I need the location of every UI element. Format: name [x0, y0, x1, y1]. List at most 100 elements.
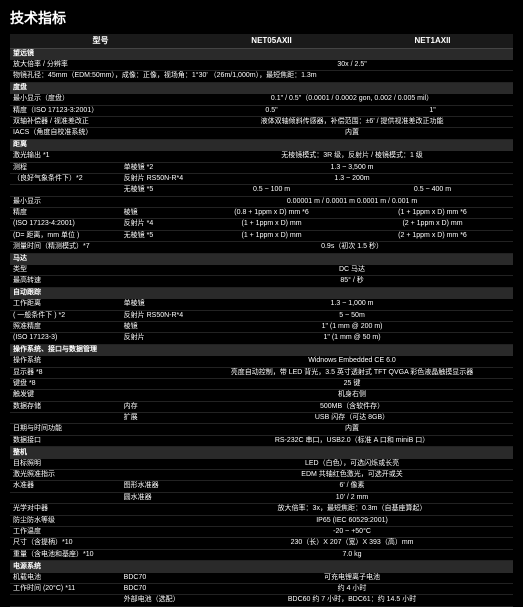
table-row: 物镜孔径：45mm（EDM:50mm），成像：正像，视场角：1°30' （26m… [10, 71, 513, 82]
row-value: EDM 共轴红色激光，可选开或关 [191, 470, 513, 481]
table-row: 双轴补偿器 / 视准差改正 液体双轴倾斜传感器，补偿范围：±6' / 提供视准差改… [10, 116, 513, 127]
row-label: 放大倍率 / 分辨率 [10, 60, 121, 71]
row-value: 25 键 [191, 378, 513, 389]
row-label: 精度（ISO 17123-3:2001） [10, 105, 121, 116]
table-row: 最小显示（度盘）0.1" / 0.5"（0.0001 / 0.0002 gon,… [10, 94, 513, 105]
row-label: 重量（含电池和基座）*10 [10, 549, 121, 560]
row-value: 亮度自动控制，带 LED 背光，3.5 英寸透射式 TFT QVGA 彩色液晶触… [191, 367, 513, 378]
row-label: 双轴补偿器 / 视准差改正 [10, 116, 121, 127]
row-value-a: (0.8 + 1ppm x D) mm *6 [191, 208, 352, 219]
row-value: 液体双轴倾斜传感器，补偿范围：±6' / 提供视准差改正功能 [191, 116, 513, 127]
row-sublabel [121, 265, 191, 276]
row-sublabel: 外部电池（选配） [121, 595, 191, 606]
row-label: 最高转速 [10, 276, 121, 287]
row-sublabel [121, 549, 191, 560]
row-sublabel: 反射片 RS50N-R*4 [121, 173, 191, 184]
section-label: 马达 [10, 253, 513, 265]
model-header-row: 型号NET05AXIINET1AXII [10, 34, 513, 48]
row-value: RS-232C 串口，USB2.0（标准 A 口和 miniB 口） [191, 435, 513, 446]
row-sublabel: 图形水准器 [121, 481, 191, 492]
table-row: 显示器 *8亮度自动控制，带 LED 背光，3.5 英寸透射式 TFT QVGA… [10, 367, 513, 378]
table-row: 放大倍率 / 分辨率 30x / 2.5" [10, 60, 513, 71]
row-label: 精度 [10, 208, 121, 219]
table-row: 激光照准指示EDM 共轴红色激光，可选开或关 [10, 470, 513, 481]
section-header: 度盘 [10, 82, 513, 94]
row-value-b: 1" [352, 105, 513, 116]
table-row: 测程单棱镜 *21.3 ~ 3,500 m [10, 162, 513, 173]
table-row: 工作温度 -20 ~ +50°C [10, 527, 513, 538]
row-sublabel [121, 276, 191, 287]
row-value-a: 0.5" [191, 105, 352, 116]
row-value: 1" (1 mm @ 200 m) [191, 321, 513, 332]
row-sublabel [121, 527, 191, 538]
row-sublabel: 内存 [121, 401, 191, 412]
row-value: 1.3 ~ 200m [191, 173, 513, 184]
row-sublabel: 扩展 [121, 413, 191, 424]
row-label: 水准器 [10, 481, 121, 492]
table-row: 测量时间（精测模式）*70.9s（初次 1.5 秒） [10, 242, 513, 253]
row-label: 机载电池 [10, 573, 121, 584]
table-row: 照准精度棱镜1" (1 mm @ 200 m) [10, 321, 513, 332]
section-header: 距离 [10, 139, 513, 151]
row-label: ( 一般条件下 ) *2 [10, 310, 121, 321]
row-sublabel [121, 151, 191, 162]
row-sublabel [121, 94, 191, 105]
row-value: 7.0 kg [191, 549, 513, 560]
row-sublabel [121, 60, 191, 71]
row-label [10, 595, 121, 606]
row-sublabel [121, 435, 191, 446]
section-header: 电源系统 [10, 561, 513, 573]
row-label: (ISO 17123-3) [10, 333, 121, 344]
row-sublabel: 反射片 RS50N-R*4 [121, 310, 191, 321]
table-row: 外部电池（选配）BDC60 约 7 小时，BDC61：约 14.5 小时 [10, 595, 513, 606]
table-row: （良好气象条件下）*2反射片 RS50N-R*41.3 ~ 200m [10, 173, 513, 184]
row-value-a: (1 + 1ppm x D) mm [191, 219, 352, 230]
page-title: 技术指标 [10, 8, 513, 28]
section-header: 操作系统、接口与数据管理 [10, 344, 513, 356]
row-value: Widnows Embedded CE 6.0 [191, 356, 513, 367]
section-header: 自动跟踪 [10, 287, 513, 299]
row-sublabel [121, 504, 191, 515]
table-row: 操作系统Widnows Embedded CE 6.0 [10, 356, 513, 367]
row-value-a: 0.5 ~ 100 m [191, 185, 352, 196]
row-sublabel [121, 116, 191, 127]
section-header: 望远镜 [10, 48, 513, 60]
row-value: 内置 [191, 128, 513, 139]
row-value: 放大倍率：3x，最短焦距：0.3m（自基座算起） [191, 504, 513, 515]
table-row: 最小显示0.00001 m / 0.0001 m 0.0001 m / 0.00… [10, 196, 513, 207]
table-row: (ISO 17123-3)反射片1" (1 mm @ 50 m) [10, 333, 513, 344]
table-row: 精度（ISO 17123-3:2001） 0.5"1" [10, 105, 513, 116]
row-sublabel: 无棱镜 *5 [121, 230, 191, 241]
row-label: 测量时间（精测模式）*7 [10, 242, 121, 253]
model-b: NET1AXII [352, 34, 513, 48]
table-row: 机载电池BDC70可充电锂离子电池 [10, 573, 513, 584]
section-header: 整机 [10, 447, 513, 459]
table-row: 无棱镜 *50.5 ~ 100 m0.5 ~ 400 m [10, 185, 513, 196]
row-sublabel: BDC70 [121, 583, 191, 594]
section-label: 整机 [10, 447, 513, 459]
row-value: IP65 (IEC 60529:2001) [191, 515, 513, 526]
row-label: （良好气象条件下）*2 [10, 173, 121, 184]
table-row: 工作距离单棱镜1.3 ~ 1,000 m [10, 299, 513, 310]
row-label: 触发键 [10, 390, 121, 401]
row-sublabel [121, 128, 191, 139]
table-row: IACS（角度自校准系统）内置 [10, 128, 513, 139]
row-value: 10' / 2 mm [191, 492, 513, 503]
table-row: 水准器图形水准器6' / 像素 [10, 481, 513, 492]
table-row: 数据存储内存500MB（含软件存） [10, 401, 513, 412]
row-sublabel [121, 367, 191, 378]
row-value: 5 ~ 50m [191, 310, 513, 321]
row-label: 工作时间 (20°C) *11 [10, 583, 121, 594]
table-row: 精度棱镜(0.8 + 1ppm x D) mm *6(1 + 1ppm x D)… [10, 208, 513, 219]
table-row: 防尘防水等级 IP65 (IEC 60529:2001) [10, 515, 513, 526]
row-value: 30x / 2.5" [191, 60, 513, 71]
row-sublabel: 棱镜 [121, 321, 191, 332]
row-sublabel [121, 538, 191, 549]
row-sublabel: 棱镜 [121, 208, 191, 219]
section-label: 电源系统 [10, 561, 513, 573]
row-label: (ISO 17123-4:2001) [10, 219, 121, 230]
row-value: -20 ~ +50°C [191, 527, 513, 538]
row-label: 工作温度 [10, 527, 121, 538]
row-label: 防尘防水等级 [10, 515, 121, 526]
table-row: (ISO 17123-4:2001)反射片 *4(1 + 1ppm x D) m… [10, 219, 513, 230]
